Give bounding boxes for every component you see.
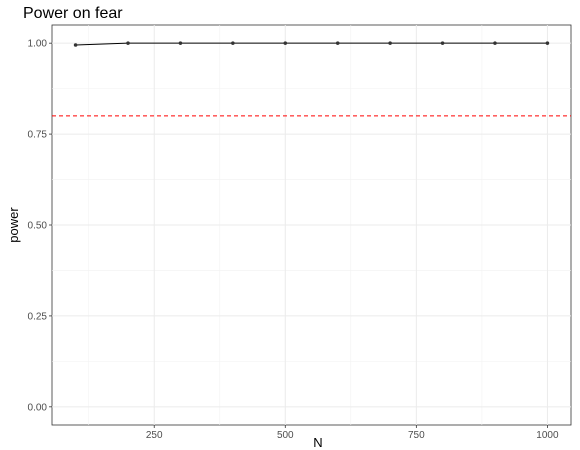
y-tick-label: 0.75 (28, 130, 48, 141)
major-gridlines (52, 25, 571, 425)
y-tick-label: 0.50 (28, 221, 48, 232)
data-point (73, 43, 78, 47)
x-tick-label: 500 (277, 430, 294, 441)
data-point (231, 41, 235, 45)
y-tick-label: 0.00 (28, 402, 48, 413)
series-layer (73, 41, 550, 47)
chart-title: Power on fear (23, 5, 123, 22)
axis-ticks: 250 500 750 1000 0.00 0.25 0.50 0.75 1.00 (28, 39, 559, 441)
data-point (440, 41, 445, 45)
data-point (388, 41, 392, 45)
y-tick-label: 1.00 (28, 39, 48, 50)
data-point (178, 41, 183, 45)
data-point (545, 41, 550, 45)
y-axis-title: power (6, 207, 21, 243)
data-point (493, 41, 497, 45)
series-line (75, 42, 548, 46)
x-tick-label: 1000 (536, 430, 559, 441)
minor-gridlines (52, 25, 571, 425)
y-tick-label: 0.25 (28, 311, 48, 322)
x-axis-title: N (313, 435, 322, 450)
data-point (283, 41, 288, 45)
data-point (335, 41, 340, 45)
x-tick-label: 250 (146, 430, 163, 441)
x-tick-label: 750 (408, 430, 425, 441)
data-point (126, 41, 130, 45)
